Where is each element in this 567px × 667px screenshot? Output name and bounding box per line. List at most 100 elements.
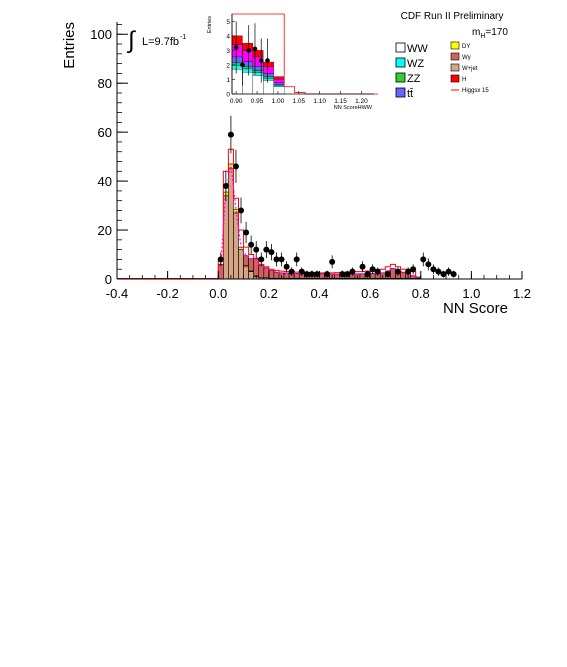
bar-wjet: [248, 271, 254, 280]
inset-bar: [231, 69, 243, 95]
legend-swatch: [395, 57, 406, 68]
data-point: [420, 256, 427, 263]
data-point: [238, 207, 245, 214]
data-point: [425, 261, 432, 268]
bar-w: [273, 271, 280, 279]
y-tick-label: 60: [98, 125, 112, 140]
inset-y-tick-label: 3: [226, 48, 230, 55]
y-tick-label: 100: [90, 27, 112, 42]
y-tick-label: 0: [105, 272, 112, 287]
inset-bar: [263, 66, 274, 74]
inset-x-tick-label: 1.00: [272, 98, 285, 105]
inset-bar: [252, 66, 264, 71]
inset-bar: [263, 73, 274, 78]
x-tick-label: 0.2: [260, 286, 278, 301]
inset-data-points: [233, 21, 270, 86]
luminosity-exponent: -1: [180, 34, 186, 41]
x-tick-label: 0.4: [310, 286, 328, 301]
inset-y-tick-label: 2: [226, 62, 230, 69]
data-point: [248, 241, 255, 248]
inset-bar: [263, 76, 274, 79]
data-point: [445, 268, 452, 275]
data-point: [253, 246, 260, 253]
inset-bar: [273, 85, 285, 87]
bar-w: [283, 272, 290, 279]
legend-label: W+jet: [462, 66, 478, 72]
inset-bar: [242, 68, 254, 73]
inset-bar: [273, 82, 285, 85]
data-point: [222, 182, 229, 189]
legend-label: tt̄: [407, 88, 413, 100]
inset-data-point: [240, 62, 245, 68]
inset-bar: [263, 78, 274, 81]
data-point: [435, 268, 442, 275]
bar-w: [248, 258, 254, 272]
y-tick-label: 20: [98, 223, 112, 238]
x-axis-ticks: -0.4 -0.2 0.0 0.2 0.4 0.6 0.8 1.0 1.2: [106, 271, 531, 301]
inset-bar: [242, 72, 254, 95]
inset-bar: [263, 80, 274, 95]
data-point: [359, 263, 366, 270]
bar-wjet: [223, 195, 229, 280]
bar-w: [359, 273, 366, 279]
main-data-points: [217, 115, 457, 278]
legend: WW WZ ZZ tt̄ DY Wγ W+jet H Higgsx 15: [393, 39, 501, 104]
mass-label: mH=170: [472, 27, 508, 40]
bar-w: [258, 265, 265, 279]
bar-w: [268, 270, 275, 279]
x-tick-label: -0.4: [106, 286, 128, 301]
data-point: [344, 271, 351, 278]
data-point: [384, 271, 391, 278]
legend-swatch: [450, 63, 460, 72]
inset-plot: 0.90 0.95 1.00 1.05 1.10 1.15 1.20 0 1 2 3 4 5 NN S…: [207, 13, 379, 111]
x-tick-label: 1.2: [513, 286, 531, 301]
inset-data-point: [252, 46, 258, 52]
inset-x-tick-label: 0.90: [230, 98, 243, 105]
inset-bar: [273, 79, 285, 84]
x-tick-label: -0.2: [156, 286, 178, 301]
bar-w: [319, 273, 325, 279]
legend-swatch: [450, 41, 460, 50]
inset-y-tick-label: 0: [226, 92, 230, 99]
inset-y-tick-label: 5: [226, 19, 230, 26]
inset-x-axis-label: NN ScoreHWW: [334, 105, 373, 111]
x-tick-label: 0.6: [361, 286, 379, 301]
inset-x-tick-label: 1.15: [334, 98, 347, 105]
y-axis-ticks: 0 20 40 60 80 100: [90, 24, 128, 287]
inset-y-tick-label: 4: [226, 33, 230, 40]
data-point: [217, 256, 224, 263]
data-point: [293, 256, 300, 263]
x-tick-label: 0.8: [412, 286, 430, 301]
bar-wjet: [238, 249, 244, 280]
inset-bar: [252, 75, 264, 95]
bar-wjet: [228, 168, 234, 280]
legend-swatch: [450, 52, 460, 61]
data-point: [349, 268, 356, 275]
bar-wjet: [243, 266, 249, 280]
inset-bar-higgs: [252, 50, 264, 58]
data-point: [369, 266, 376, 273]
inset-y-axis-ticks: 0 1 2 3 4 5: [226, 19, 235, 99]
inset-x-tick-label: 1.10: [313, 98, 326, 105]
data-point: [288, 268, 295, 275]
data-point: [405, 268, 412, 275]
y-axis-label: Entries: [61, 22, 78, 69]
data-point: [258, 256, 265, 263]
inset-bar: [242, 66, 254, 70]
data-point: [268, 249, 275, 256]
legend-swatch: [395, 72, 406, 83]
data-point: [283, 263, 290, 270]
luminosity-label: L=9.7fb: [142, 36, 179, 48]
bar-w: [217, 264, 224, 280]
legend-swatch: [450, 74, 460, 83]
title-box: [389, 8, 522, 22]
data-point: [430, 266, 437, 273]
data-point: [339, 271, 346, 278]
data-point: [313, 271, 320, 278]
inset-bar: [273, 86, 285, 95]
legend-label: WW: [407, 43, 428, 55]
data-point: [298, 268, 305, 275]
legend-label: H: [462, 77, 466, 83]
data-point: [329, 258, 336, 265]
legend-label: WZ: [407, 58, 424, 70]
